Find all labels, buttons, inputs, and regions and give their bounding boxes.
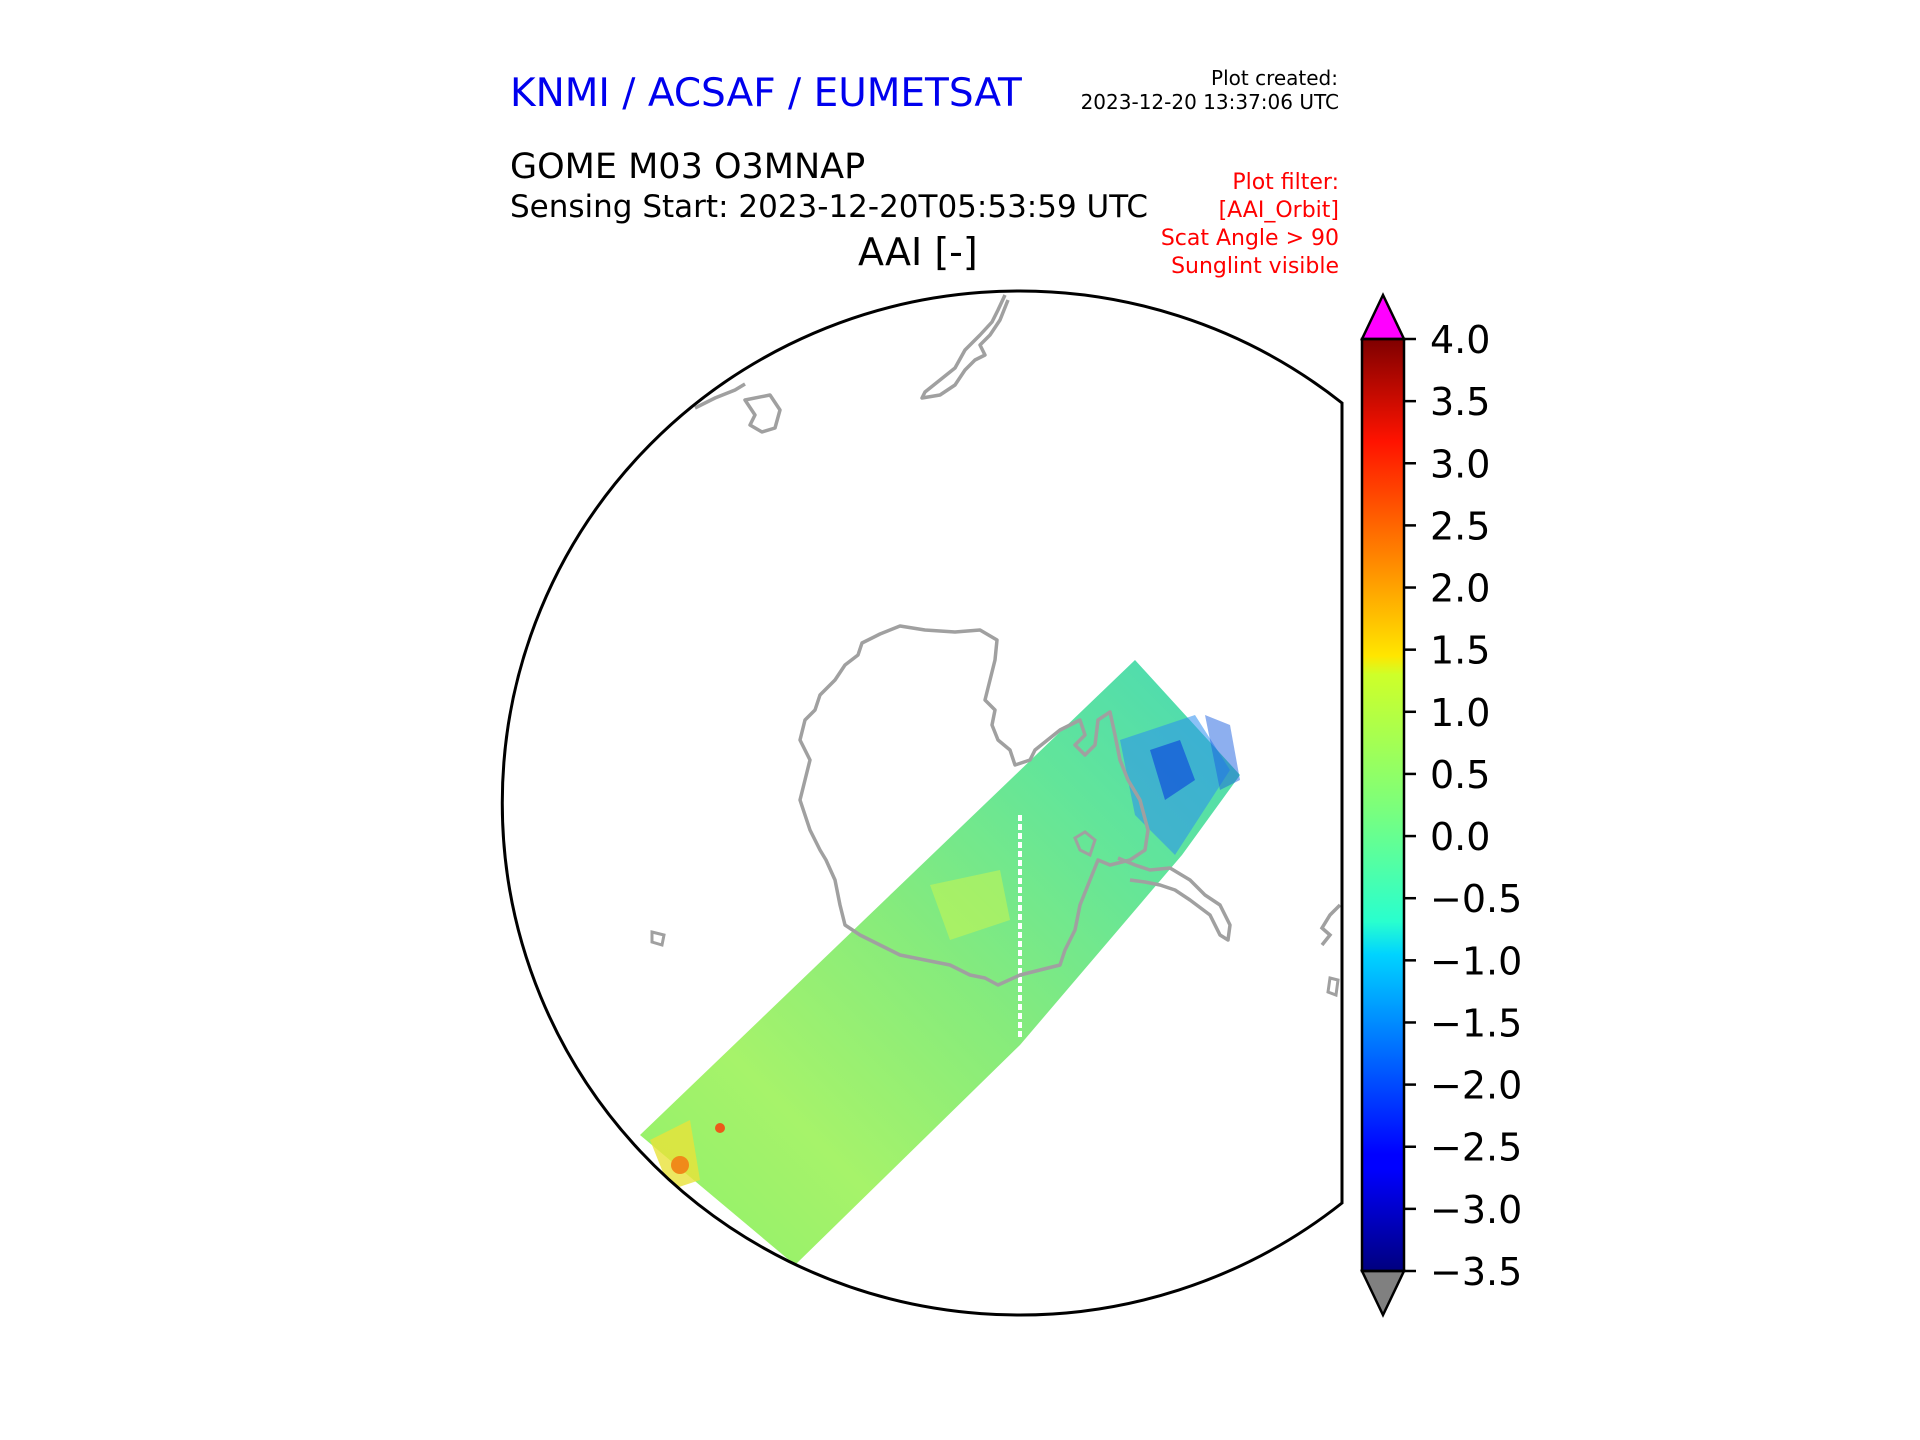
falklands-coastline [1326, 976, 1340, 998]
aai-very-low-region [1150, 740, 1195, 800]
header-organisation: KNMI / ACSAF / EUMETSAT [510, 71, 1022, 116]
aai-low-edge [1205, 715, 1240, 790]
colorbar-ticks: 4.0 3.5 3.0 2.5 2.0 1.5 1.0 0.5 0.0 −0.5 −1.0 −1.5 −… [1404, 318, 1522, 1294]
colorbar-tick-label: 1.5 [1430, 629, 1490, 673]
colorbar-tick-label: −2.5 [1430, 1126, 1522, 1170]
colorbar-tick-label: −1.0 [1430, 939, 1522, 983]
aai-peak-point-2 [715, 1123, 725, 1133]
colorbar-tick-label: 0.5 [1430, 753, 1490, 797]
australia-coastline [694, 382, 746, 410]
tasmania-coastline [743, 393, 782, 434]
colorbar-tick-label: 3.0 [1430, 442, 1490, 486]
colorbar-tick-label: 4.0 [1430, 318, 1490, 362]
colorbar-tick-label: −3.0 [1430, 1188, 1522, 1232]
colorbar: 4.0 3.5 3.0 2.5 2.0 1.5 1.0 0.5 0.0 −0.5 −1.0 −1.5 −… [1360, 292, 1522, 1318]
sensing-start: Sensing Start: 2023-12-20T05:53:59 UTC [510, 189, 1148, 225]
plot-filter-label: Plot filter: [1232, 170, 1339, 195]
antarctica-coastline [798, 624, 1150, 987]
map-boundary [500, 289, 1344, 1317]
colorbar-tick-label: 1.0 [1430, 691, 1490, 735]
aai-high-region [650, 1120, 700, 1190]
variable-title: AAI [-] [858, 230, 978, 274]
colorbar-tick-label: 2.5 [1430, 504, 1490, 548]
plot-created-label: Plot created: [1211, 66, 1338, 90]
colorbar-tick-label: −1.5 [1430, 1001, 1522, 1045]
colorbar-tick-label: −2.0 [1430, 1064, 1522, 1108]
colorbar-frame [1360, 337, 1406, 1273]
aai-moderate-region [930, 870, 1010, 940]
plot-filter-orbit: [AAI_Orbit] [1218, 198, 1339, 223]
colorbar-under-extension [1360, 1269, 1406, 1318]
plot-filter-scat-angle: Scat Angle > 90 [1160, 226, 1339, 251]
south-america-coastline [1319, 903, 1342, 947]
aai-peak-point [671, 1156, 689, 1174]
new-zealand-coastline [920, 294, 1010, 400]
colorbar-tick-label: −3.5 [1430, 1250, 1522, 1294]
antarctic-peninsula-coastline [1117, 856, 1232, 942]
colorbar-tick-label: 0.0 [1430, 815, 1490, 859]
colorbar-tick-label: −0.5 [1430, 877, 1522, 921]
map-area [500, 289, 1344, 1317]
island-coastline [650, 930, 666, 947]
plot-filter-sunglint: Sunglint visible [1171, 254, 1339, 279]
colorbar-gradient [1362, 339, 1404, 1271]
island-coastline [1073, 830, 1097, 858]
plot-created-time: 2023-12-20 13:37:06 UTC [1080, 90, 1339, 114]
colorbar-over-extension [1360, 292, 1406, 341]
colorbar-tick-label: 2.0 [1430, 567, 1490, 611]
colorbar-tick-label: 3.5 [1430, 380, 1490, 424]
product-name: GOME M03 O3MNAP [510, 147, 866, 187]
